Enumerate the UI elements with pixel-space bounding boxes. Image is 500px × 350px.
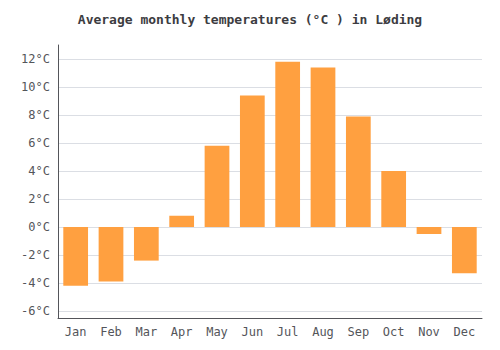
svg-text:May: May <box>206 325 228 339</box>
svg-text:Average monthly temperatures (: Average monthly temperatures (°C ) in Lø… <box>78 12 422 27</box>
svg-text:Nov: Nov <box>418 325 440 339</box>
svg-text:-6°C: -6°C <box>21 304 50 318</box>
svg-text:Jun: Jun <box>241 325 263 339</box>
svg-text:Feb: Feb <box>100 325 122 339</box>
svg-text:Dec: Dec <box>453 325 475 339</box>
svg-text:Aug: Aug <box>312 325 334 339</box>
svg-text:8°C: 8°C <box>28 108 50 122</box>
svg-text:Jan: Jan <box>65 325 87 339</box>
svg-text:2°C: 2°C <box>28 192 50 206</box>
svg-text:4°C: 4°C <box>28 164 50 178</box>
svg-text:Sep: Sep <box>347 325 369 339</box>
svg-text:10°C: 10°C <box>21 80 50 94</box>
svg-text:12°C: 12°C <box>21 52 50 66</box>
svg-text:-2°C: -2°C <box>21 248 50 262</box>
svg-text:Mar: Mar <box>135 325 157 339</box>
svg-text:0°C: 0°C <box>28 220 50 234</box>
svg-text:-4°C: -4°C <box>21 276 50 290</box>
svg-text:Jul: Jul <box>277 325 299 339</box>
svg-text:Oct: Oct <box>383 325 405 339</box>
svg-text:6°C: 6°C <box>28 136 50 150</box>
svg-text:Apr: Apr <box>171 325 193 339</box>
